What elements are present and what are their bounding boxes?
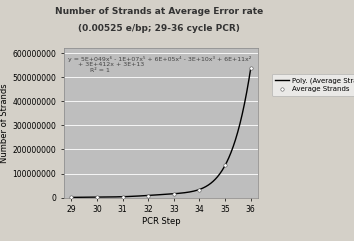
Line: Poly. (Average Strands): Poly. (Average Strands) xyxy=(72,68,251,197)
Y-axis label: Number of Strands: Number of Strands xyxy=(0,83,10,163)
Poly. (Average Strands) xyxy=(128,195,132,198)
Poly. (Average Strands) xyxy=(140,194,144,197)
Poly. (Average Strands) xyxy=(249,67,253,70)
Average Strands xyxy=(94,195,100,199)
Poly. (Average Strands) xyxy=(200,187,204,190)
Text: Number of Strands at Average Error rate: Number of Strands at Average Error rate xyxy=(55,7,263,16)
Average Strands xyxy=(222,163,228,167)
Legend: Poly. (Average Strands), Average Strands: Poly. (Average Strands), Average Strands xyxy=(272,74,354,96)
X-axis label: PCR Step: PCR Step xyxy=(142,217,181,226)
Average Strands xyxy=(120,195,125,199)
Average Strands xyxy=(197,187,202,191)
Poly. (Average Strands) xyxy=(182,191,186,194)
Poly. (Average Strands) xyxy=(199,187,203,190)
Text: (0.00525 e/bp; 29-36 cycle PCR): (0.00525 e/bp; 29-36 cycle PCR) xyxy=(78,24,240,33)
Text: y = 5E+049x⁶ - 1E+07x⁵ + 6E+05x⁴ - 3E+10x³ + 6E+11x²
     + 3E+412x + 3E+13
    : y = 5E+049x⁶ - 1E+07x⁵ + 6E+05x⁴ - 3E+10… xyxy=(68,56,251,73)
Average Strands xyxy=(145,194,151,198)
Average Strands xyxy=(69,195,74,199)
Average Strands xyxy=(248,66,253,70)
Average Strands xyxy=(171,192,177,195)
Poly. (Average Strands) xyxy=(91,196,95,199)
Poly. (Average Strands) xyxy=(69,196,74,199)
